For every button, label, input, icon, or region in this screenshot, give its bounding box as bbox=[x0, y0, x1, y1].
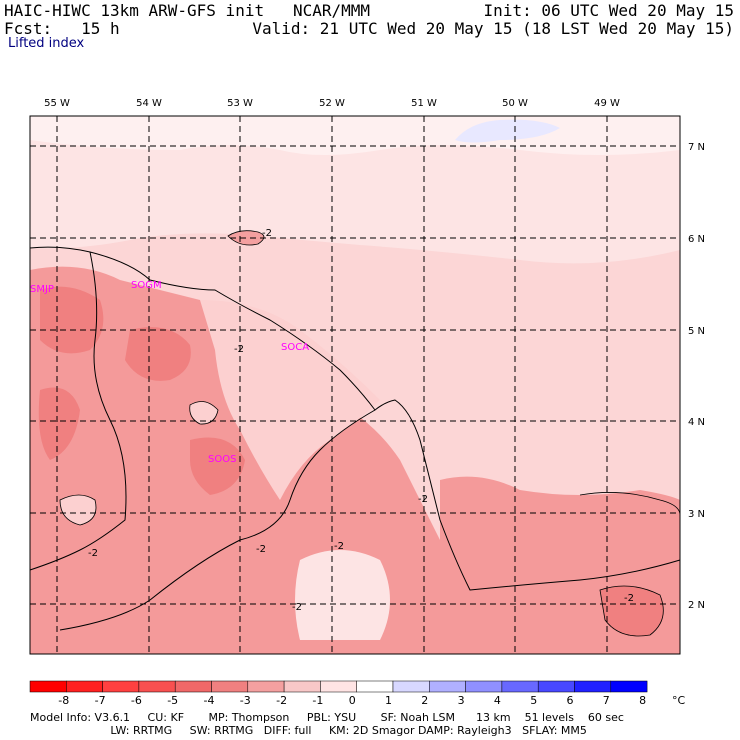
lat-label: 4 N bbox=[688, 417, 705, 428]
contour-label: -2 bbox=[234, 344, 244, 355]
colorbar-tick-label: -8 bbox=[58, 694, 70, 707]
map-frame bbox=[29, 115, 681, 655]
station-label: SOGM bbox=[131, 280, 162, 291]
model-info: Model Info: V3.6.1 CU: KF MP: Thompson P… bbox=[30, 711, 624, 737]
colorbar-swatch bbox=[283, 680, 321, 693]
colorbar-swatch bbox=[66, 680, 103, 693]
contour-label: -2 bbox=[256, 544, 266, 555]
colorbar-tick-label: 7 bbox=[602, 694, 610, 707]
colorbar-swatch bbox=[247, 680, 285, 693]
contour-line bbox=[599, 585, 664, 637]
colorbar-tick-label: 4 bbox=[493, 694, 501, 707]
colorbar-tick-label: 2 bbox=[421, 694, 429, 707]
strong-pocket-2 bbox=[125, 327, 191, 381]
colorbar-tick-label: 6 bbox=[566, 694, 574, 707]
strong-pocket-3 bbox=[190, 437, 245, 495]
coastline bbox=[29, 246, 681, 591]
lon-label: 51 W bbox=[411, 98, 437, 109]
lon-label: 52 W bbox=[319, 98, 345, 109]
colorbar bbox=[29, 680, 648, 693]
colorbar-tick-label: -5 bbox=[167, 694, 179, 707]
colorbar-tick-label: 0 bbox=[348, 694, 356, 707]
lat-label: 6 N bbox=[688, 234, 705, 245]
colorbar-swatch bbox=[610, 680, 648, 693]
forecast-hour: Fcst: 15 h bbox=[4, 19, 120, 38]
lat-label: 5 N bbox=[688, 326, 705, 337]
colorbar-tick-label: 1 bbox=[385, 694, 392, 707]
border-guiana-brazil bbox=[59, 409, 376, 631]
contour-line bbox=[579, 492, 681, 516]
station-label: SOCA bbox=[281, 342, 309, 353]
contour-line bbox=[59, 494, 97, 526]
header-title: HAIC-HIWC 13km ARW-GFS init NCAR/MMM bbox=[4, 1, 371, 20]
colorbar-tick-label: -3 bbox=[239, 694, 251, 707]
station-label: SOOS bbox=[208, 454, 236, 465]
colorbar-tick-label: 5 bbox=[530, 694, 538, 707]
field-name: Lifted index bbox=[8, 36, 85, 51]
graticule bbox=[30, 116, 680, 654]
lat-label: 2 N bbox=[688, 600, 705, 611]
init-time: Init: 06 UTC Wed 20 May 15 bbox=[483, 1, 734, 20]
colorbar-swatch bbox=[102, 680, 140, 693]
colorbar-swatch bbox=[320, 680, 357, 693]
colorbar-swatch bbox=[429, 680, 466, 693]
colorbar-swatch bbox=[211, 680, 249, 693]
light-patch-south bbox=[295, 550, 390, 640]
colorbar-tick-label: -6 bbox=[130, 694, 142, 707]
contour-label: -2 bbox=[418, 494, 428, 505]
colorbar-tick-label: -1 bbox=[312, 694, 324, 707]
positive-li-patch bbox=[455, 119, 560, 143]
colorbar-swatch bbox=[356, 680, 394, 693]
lon-label: 50 W bbox=[502, 98, 528, 109]
contour-label: -2 bbox=[262, 228, 272, 239]
colorbar-tick-label: -2 bbox=[276, 694, 288, 707]
model-info-line2: LW: RRTMG SW: RRTMG DIFF: full KM: 2D Sm… bbox=[30, 724, 587, 737]
lat-label: 3 N bbox=[688, 509, 705, 520]
colorbar-swatch bbox=[501, 680, 539, 693]
colorbar-tick-label: 3 bbox=[457, 694, 465, 707]
colorbar-tick-label: 8 bbox=[639, 694, 647, 707]
colorbar-unit: °C bbox=[672, 694, 686, 707]
model-info-line1: Model Info: V3.6.1 CU: KF MP: Thompson P… bbox=[30, 711, 624, 724]
lon-label: 49 W bbox=[594, 98, 620, 109]
station-label: SMJP bbox=[30, 284, 54, 295]
colorbar-swatch bbox=[537, 680, 575, 693]
colorbar-swatch bbox=[29, 680, 67, 693]
lat-label: 7 N bbox=[688, 142, 705, 153]
colorbar-swatch bbox=[465, 680, 503, 693]
colorbar-tick-label: -4 bbox=[203, 694, 215, 707]
colorbar-swatch bbox=[138, 680, 176, 693]
contour-label: -2 bbox=[88, 548, 98, 559]
colorbar-swatch bbox=[392, 680, 430, 693]
colorbar-swatch bbox=[174, 680, 212, 693]
strong-pocket-1 bbox=[40, 286, 104, 354]
contour-label: -2 bbox=[292, 602, 302, 613]
strong-pocket-4 bbox=[38, 387, 80, 460]
lon-label: 53 W bbox=[227, 98, 253, 109]
contour-label: -2 bbox=[624, 593, 634, 604]
border-suriname-guiana bbox=[29, 251, 127, 571]
colorbar-swatch bbox=[574, 680, 612, 693]
lon-label: 54 W bbox=[136, 98, 162, 109]
contour-label: -2 bbox=[334, 541, 344, 552]
valid-time: Valid: 21 UTC Wed 20 May 15 (18 LST Wed … bbox=[252, 19, 734, 38]
colorbar-tick-label: -7 bbox=[94, 694, 106, 707]
northern-ocean-field bbox=[30, 116, 680, 264]
coastal-strip-field bbox=[200, 300, 380, 500]
lon-label: 55 W bbox=[44, 98, 70, 109]
